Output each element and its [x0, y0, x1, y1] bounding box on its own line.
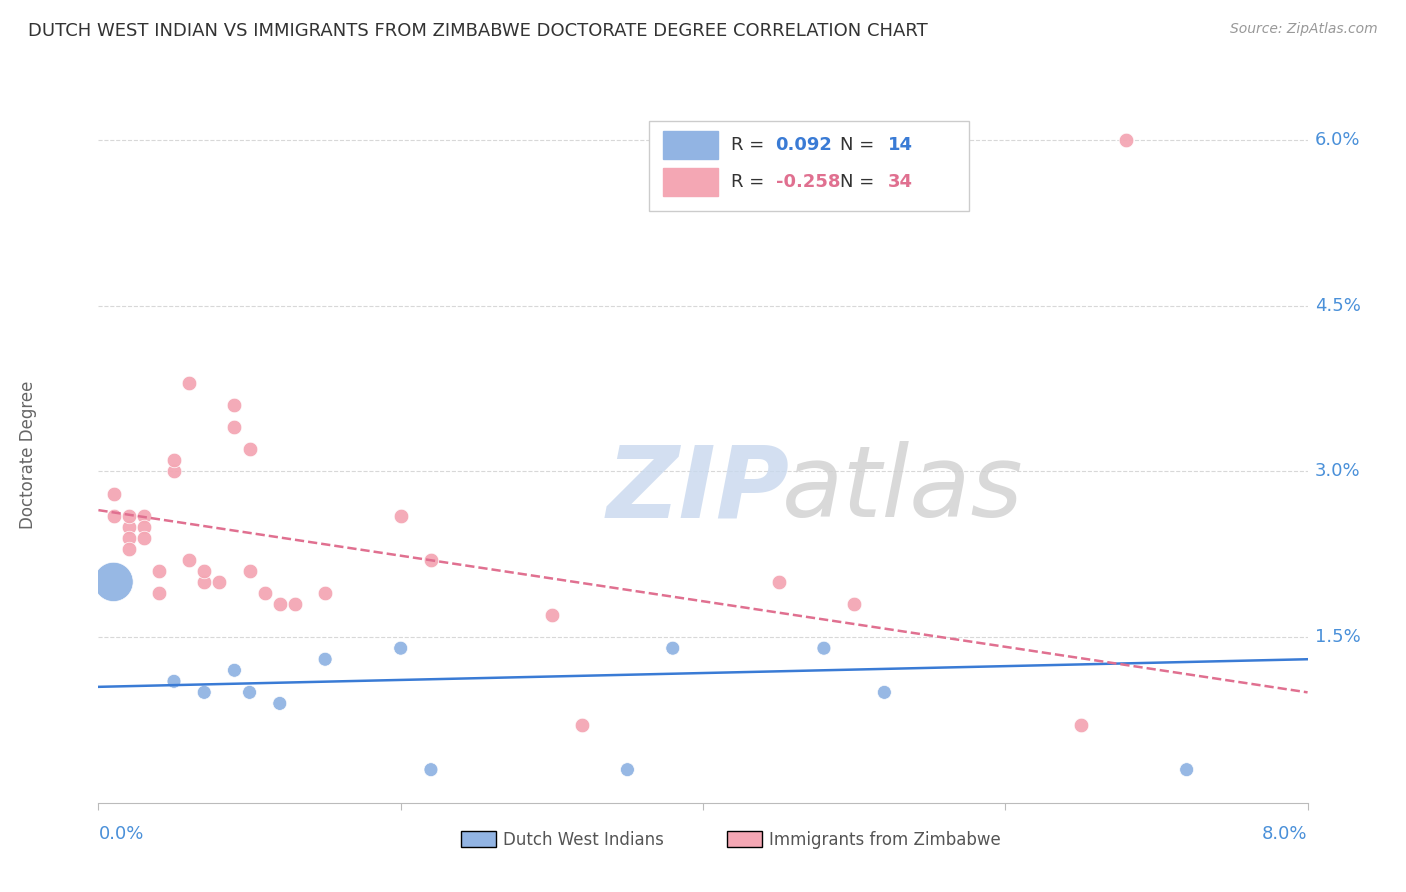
Point — [179, 376, 201, 391]
Text: 14: 14 — [889, 136, 912, 154]
Text: 34: 34 — [889, 173, 912, 191]
Point — [224, 663, 246, 677]
Point — [844, 597, 866, 611]
Point — [1070, 718, 1092, 732]
Point — [148, 586, 170, 600]
Text: DUTCH WEST INDIAN VS IMMIGRANTS FROM ZIMBABWE DOCTORATE DEGREE CORRELATION CHART: DUTCH WEST INDIAN VS IMMIGRANTS FROM ZIM… — [28, 22, 928, 40]
Point — [616, 763, 638, 777]
Point — [132, 508, 155, 523]
Text: R =: R = — [731, 136, 770, 154]
Point — [571, 718, 593, 732]
Point — [253, 586, 276, 600]
Point — [163, 465, 186, 479]
Text: atlas: atlas — [782, 442, 1024, 538]
Point — [103, 508, 125, 523]
Point — [118, 541, 141, 556]
Text: Doctorate Degree: Doctorate Degree — [20, 381, 37, 529]
Point — [813, 641, 835, 656]
Point — [118, 531, 141, 545]
FancyBboxPatch shape — [648, 121, 969, 211]
Point — [768, 574, 790, 589]
Text: 4.5%: 4.5% — [1315, 297, 1361, 315]
Text: N =: N = — [839, 136, 880, 154]
Text: N =: N = — [839, 173, 880, 191]
Point — [118, 519, 141, 533]
Point — [540, 608, 562, 623]
Point — [103, 486, 125, 500]
Point — [873, 685, 896, 699]
Point — [193, 564, 215, 578]
Point — [419, 763, 441, 777]
Point — [1115, 133, 1137, 147]
Text: 1.5%: 1.5% — [1315, 628, 1361, 646]
Point — [118, 508, 141, 523]
Point — [419, 553, 441, 567]
Point — [284, 597, 307, 611]
Text: 0.0%: 0.0% — [98, 825, 143, 843]
Point — [132, 519, 155, 533]
Point — [389, 508, 412, 523]
Point — [239, 564, 262, 578]
Text: Immigrants from Zimbabwe: Immigrants from Zimbabwe — [769, 831, 1001, 849]
Point — [193, 685, 215, 699]
Text: 8.0%: 8.0% — [1263, 825, 1308, 843]
Point — [239, 442, 262, 457]
Text: 0.092: 0.092 — [776, 136, 832, 154]
Point — [103, 574, 125, 589]
Text: Source: ZipAtlas.com: Source: ZipAtlas.com — [1230, 22, 1378, 37]
Text: 3.0%: 3.0% — [1315, 462, 1360, 481]
Point — [148, 564, 170, 578]
Point — [193, 574, 215, 589]
Point — [269, 697, 291, 711]
Text: R =: R = — [731, 173, 770, 191]
Bar — [664, 169, 717, 196]
Text: -0.258: -0.258 — [776, 173, 839, 191]
Point — [314, 586, 336, 600]
Text: 6.0%: 6.0% — [1315, 131, 1360, 149]
Text: ZIP: ZIP — [606, 442, 789, 538]
Point — [389, 641, 412, 656]
Point — [163, 674, 186, 689]
Point — [179, 553, 201, 567]
Point — [269, 597, 291, 611]
Point — [132, 531, 155, 545]
Point — [208, 574, 231, 589]
Point — [239, 685, 262, 699]
Point — [661, 641, 683, 656]
Point — [1175, 763, 1198, 777]
Point — [224, 398, 246, 412]
Point — [163, 453, 186, 467]
Bar — [664, 131, 717, 159]
Point — [224, 420, 246, 434]
Text: Dutch West Indians: Dutch West Indians — [503, 831, 664, 849]
Point — [314, 652, 336, 666]
